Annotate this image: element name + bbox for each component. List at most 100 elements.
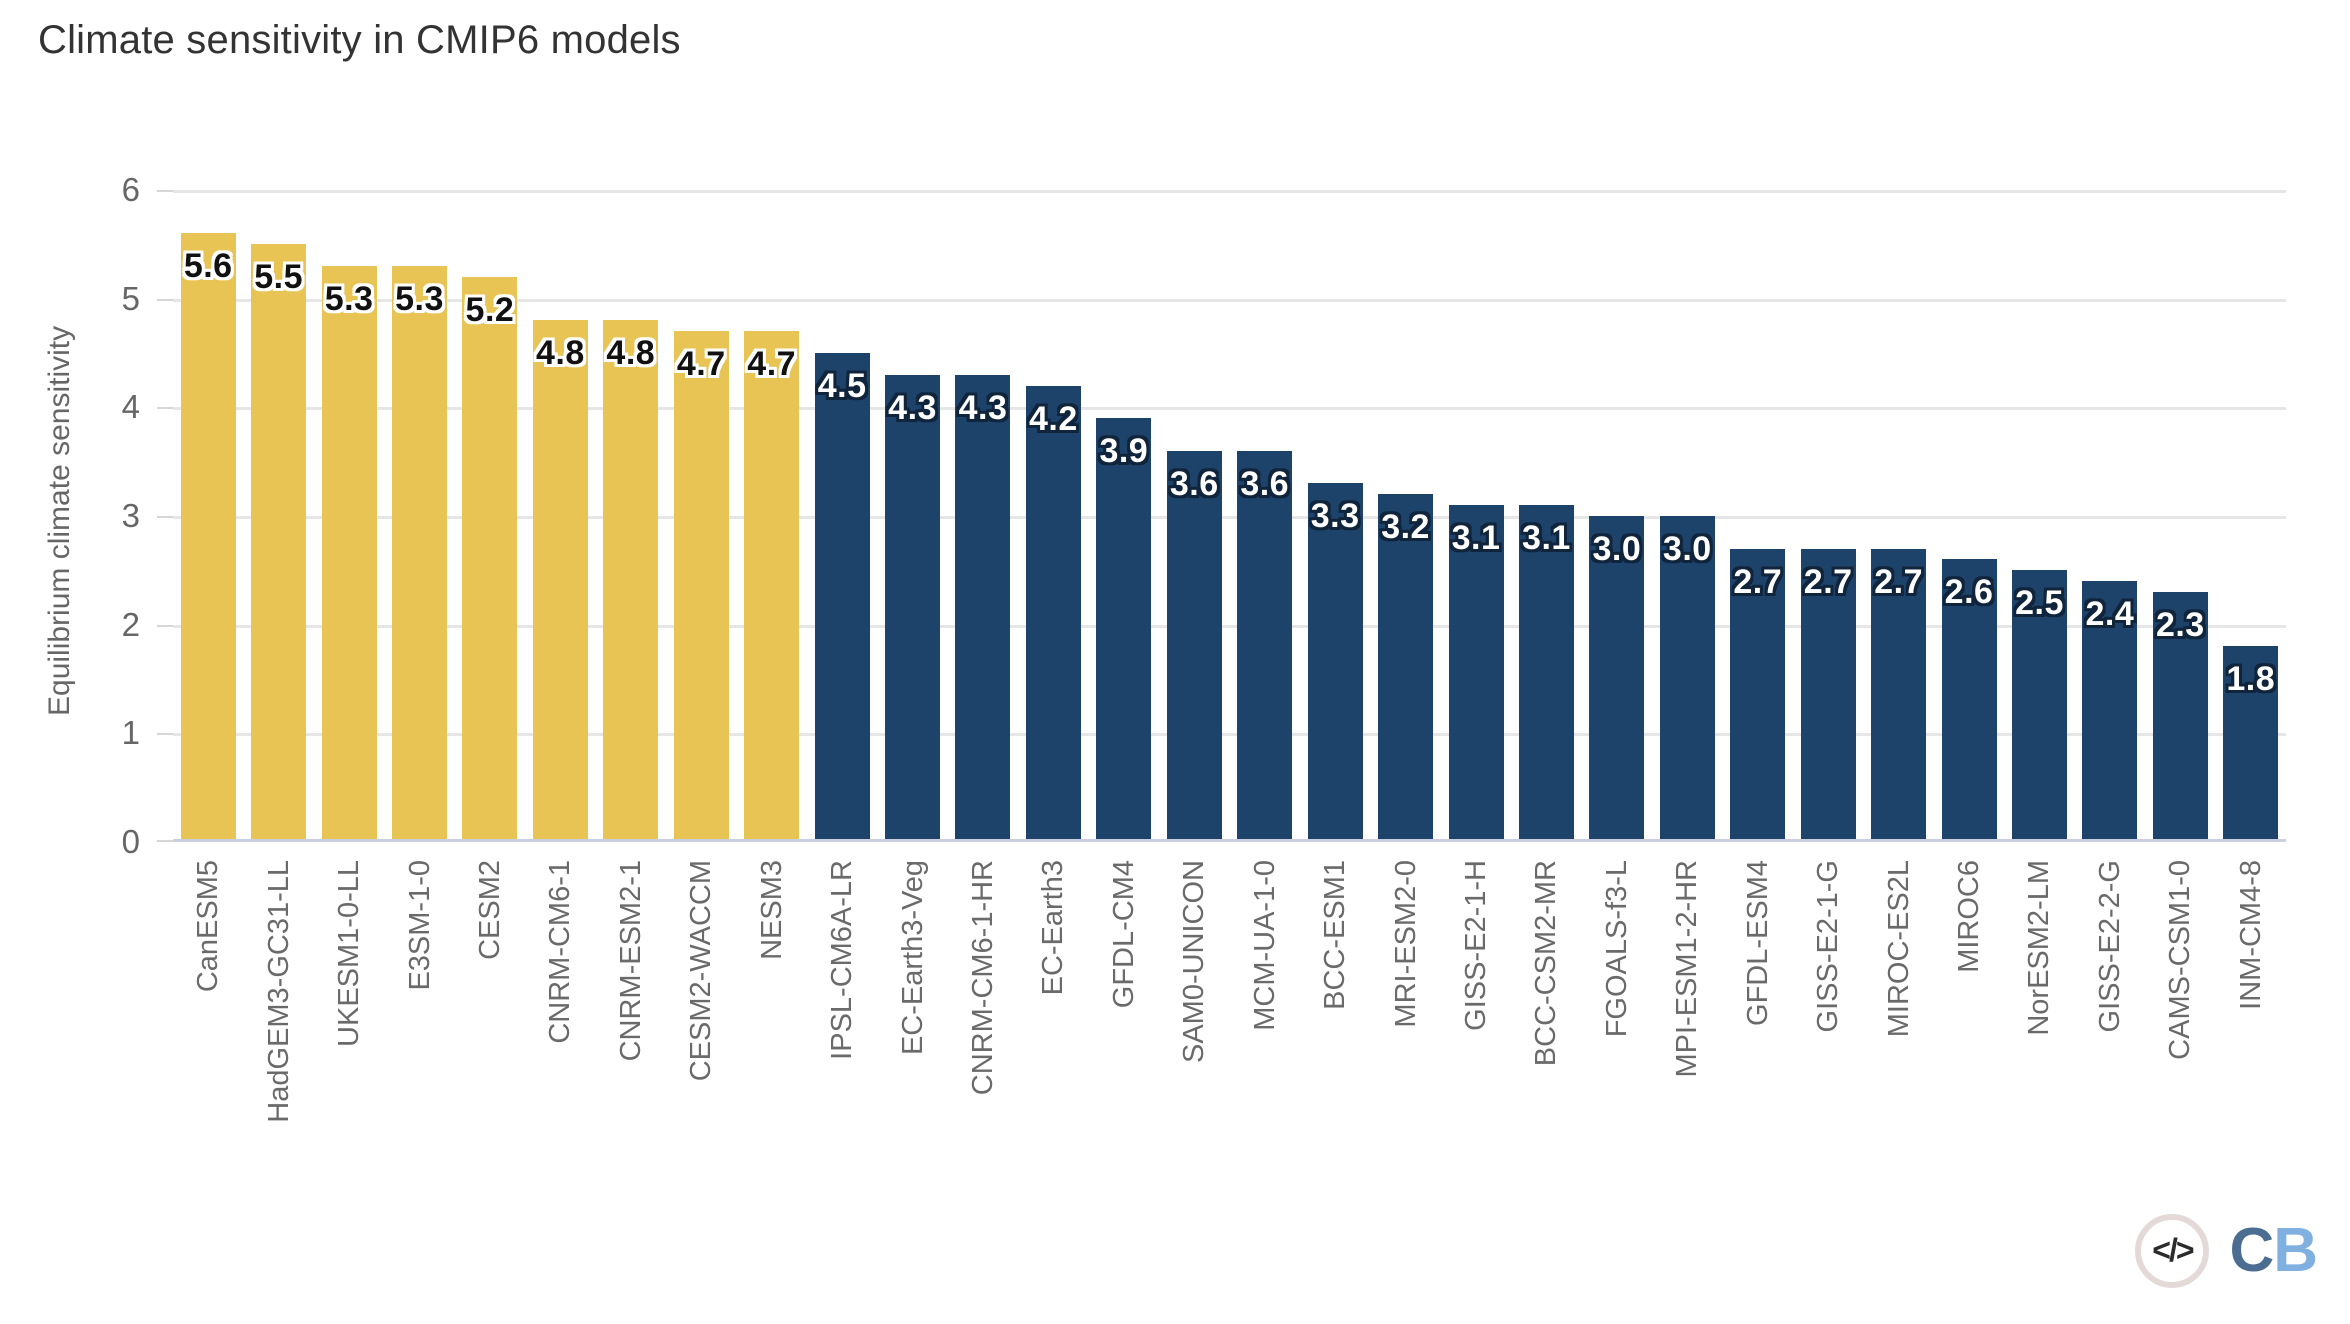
bar-value-label: 5.6	[183, 247, 233, 286]
x-axis-labels: CanESM5 HadGEM3-GC31-LL UKESM1-0-LL E3SM-1-…	[173, 860, 2286, 1220]
x-axis-label-EC-Earth3: EC-Earth3	[1037, 860, 1070, 996]
bar-GISS-E2-1-G[interactable]	[1800, 548, 1856, 842]
plot-area: 5.6 5.5 5.3 5.3 5.2 4.8 4.8 4.7 4.7 4.5 4.3 4.3 4.2 3…	[157, 190, 2286, 842]
bar-SAM0-UNICON[interactable]	[1166, 450, 1222, 842]
bar-value-label: 3.0	[1592, 530, 1642, 568]
bar-value-label: 5.3	[324, 280, 374, 319]
bar-CanESM5[interactable]	[180, 233, 236, 842]
bar-EC-Earth3[interactable]	[1025, 385, 1081, 842]
bar-value-label: 2.6	[1944, 573, 1994, 612]
y-tick-mark	[157, 624, 173, 627]
x-axis-label-MIROC-ES2L: MIROC-ES2L	[1882, 860, 1915, 1038]
bar-value-label: 4.8	[606, 334, 656, 373]
x-axis-label-MCM-UA-1-0: MCM-UA-1-0	[1248, 860, 1281, 1031]
bar-CESM2-WACCM[interactable]	[673, 331, 729, 842]
x-axis-label-NorESM2-LM: NorESM2-LM	[2023, 860, 2056, 1036]
bar-GISS-E2-2-G[interactable]	[2082, 581, 2138, 842]
bar-value-label: 4.8	[535, 334, 585, 373]
bar-BCC-CSM2-MR[interactable]	[1518, 505, 1574, 842]
bar-MIROC-ES2L[interactable]	[1871, 548, 1927, 842]
x-axis-label-CNRM-ESM2-1: CNRM-ESM2-1	[614, 860, 647, 1062]
bar-value-label: 3.6	[1169, 464, 1219, 503]
bar-GFDL-ESM4[interactable]	[1730, 548, 1786, 842]
bar-INM-CM4-8[interactable]	[2223, 646, 2279, 842]
bar-value-label: 3.0	[1662, 530, 1712, 568]
bar-value-label: 4.2	[1029, 399, 1078, 438]
y-tick-label: 1	[121, 714, 140, 752]
y-tick-label: 0	[121, 823, 140, 860]
bar-value-label: 3.9	[1099, 432, 1149, 471]
bar-value-label: 2.5	[2015, 584, 2064, 623]
x-axis-label-E3SM-1-0: E3SM-1-0	[403, 860, 436, 991]
gridline	[173, 624, 2286, 628]
bar-HadGEM3-GC31-LL[interactable]	[251, 244, 307, 842]
bar-E3SM-1-0[interactable]	[392, 266, 448, 842]
x-axis-label-HadGEM3-GC31-LL: HadGEM3-GC31-LL	[262, 860, 295, 1123]
gridline	[173, 190, 2286, 193]
embed-code-button[interactable]: </>	[2135, 1214, 2210, 1288]
gridline	[173, 298, 2286, 302]
bar-value-label: 4.5	[817, 367, 867, 405]
bar-GISS-E2-1-H[interactable]	[1448, 505, 1504, 842]
bar-value-label: 4.7	[747, 345, 797, 384]
bar-value-label: 2.4	[2085, 595, 2135, 634]
cb-letter-b: B	[2273, 1216, 2318, 1285]
bar-value-label: 4.7	[676, 345, 726, 384]
bar-CESM2[interactable]	[462, 276, 518, 842]
y-tick-mark	[157, 840, 173, 842]
x-axis-label-EC-Earth3-Veg: EC-Earth3-Veg	[896, 860, 929, 1056]
bar-NorESM2-LM[interactable]	[2011, 570, 2067, 842]
bar-CAMS-CSM1-0[interactable]	[2152, 592, 2208, 842]
x-axis-label-CESM2-WACCM: CESM2-WACCM	[685, 860, 718, 1082]
x-axis-label-INM-CM4-8: INM-CM4-8	[2234, 860, 2267, 1010]
bar-MPI-ESM1-2-HR[interactable]	[1659, 516, 1715, 842]
x-axis-label-BCC-CSM2-MR: BCC-CSM2-MR	[1530, 860, 1563, 1067]
bar-value-label: 2.3	[2155, 606, 2205, 645]
cb-letter-c: C	[2229, 1216, 2274, 1285]
bar-value-label: 2.7	[1733, 562, 1783, 601]
chart-title: Climate sensitivity in CMIP6 models	[38, 18, 681, 62]
y-tick-mark	[157, 516, 173, 518]
y-tick-label: 3	[121, 497, 140, 534]
bar-value-label: 3.6	[1240, 464, 1290, 503]
x-axis-baseline	[173, 839, 2286, 842]
bar-FGOALS-f3-L[interactable]	[1589, 516, 1645, 842]
bar-UKESM1-0-LL[interactable]	[321, 266, 377, 842]
bar-EC-Earth3-Veg[interactable]	[885, 374, 941, 842]
bar-BCC-ESM1[interactable]	[1307, 483, 1363, 842]
carbonbrief-logo: </> CB	[2135, 1214, 2318, 1288]
bar-IPSL-CM6A-LR[interactable]	[814, 353, 870, 842]
bar-NESM3[interactable]	[744, 331, 800, 842]
bar-value-label: 2.7	[1874, 562, 1923, 601]
bar-value-label: 1.8	[2226, 660, 2276, 699]
bar-MIROC6[interactable]	[1941, 559, 1997, 842]
bar-value-label: 3.3	[1310, 497, 1360, 536]
x-axis-label-SAM0-UNICON: SAM0-UNICON	[1178, 860, 1211, 1064]
code-icon: </>	[2152, 1231, 2194, 1268]
bar-CNRM-CM6-1-HR[interactable]	[955, 374, 1011, 842]
bar-value-label: 5.5	[254, 258, 304, 297]
y-tick-label: 4	[121, 388, 140, 426]
x-axis-label-CNRM-CM6-1: CNRM-CM6-1	[544, 860, 577, 1044]
x-axis-label-FGOALS-f3-L: FGOALS-f3-L	[1600, 860, 1633, 1038]
bar-CNRM-ESM2-1[interactable]	[603, 320, 659, 842]
y-tick-label: 2	[121, 605, 140, 643]
x-axis-label-MPI-ESM1-2-HR: MPI-ESM1-2-HR	[1671, 860, 1704, 1078]
bar-GFDL-CM4[interactable]	[1096, 418, 1152, 842]
gridline	[173, 407, 2286, 411]
y-tick-mark	[157, 298, 173, 301]
x-axis-label-UKESM1-0-LL: UKESM1-0-LL	[333, 860, 366, 1047]
x-axis-label-CanESM5: CanESM5	[192, 860, 225, 993]
x-axis-label-GISS-E2-2-G: GISS-E2-2-G	[2093, 860, 2126, 1033]
bar-MRI-ESM2-0[interactable]	[1378, 494, 1434, 842]
bar-MCM-UA-1-0[interactable]	[1237, 450, 1293, 842]
x-axis-label-CNRM-CM6-1-HR: CNRM-CM6-1-HR	[966, 860, 999, 1096]
x-axis-label-IPSL-CM6A-LR: IPSL-CM6A-LR	[826, 860, 859, 1060]
bar-value-label: 2.7	[1803, 562, 1853, 601]
bar-CNRM-CM6-1[interactable]	[532, 320, 588, 842]
y-tick-label: 5	[121, 279, 140, 317]
bar-value-label: 4.3	[888, 388, 937, 427]
gridline	[173, 733, 2286, 737]
cb-wordmark: CB	[2229, 1220, 2318, 1282]
x-axis-label-GFDL-ESM4: GFDL-ESM4	[1741, 860, 1774, 1026]
